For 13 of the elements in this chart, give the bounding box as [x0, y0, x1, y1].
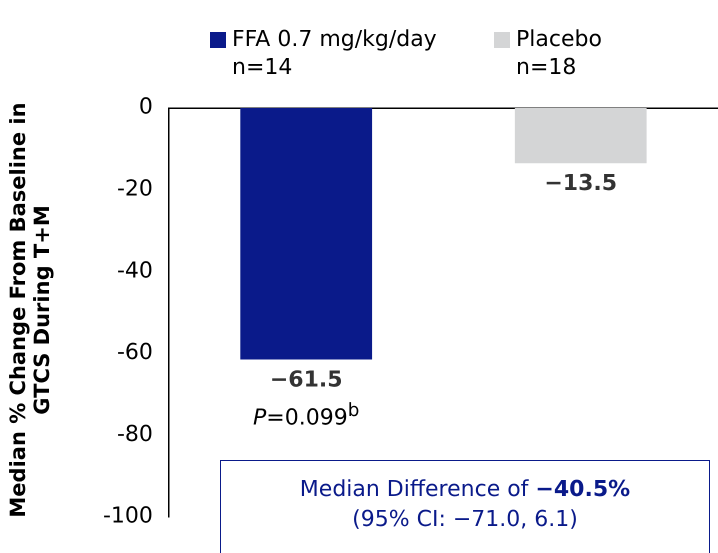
annotation: Median Difference of −40.5% (95% CI: −71.0, 6.1) — [220, 460, 710, 553]
y-tick-label: -60 — [116, 340, 153, 366]
y-tick-label: -20 — [116, 176, 153, 202]
legend-label: FFA 0.7 mg/kg/day n=14 — [232, 26, 438, 82]
y-tick-label: -80 — [116, 422, 153, 447]
y-tick-label: -100 — [102, 504, 153, 529]
y-tick-label: -40 — [116, 258, 153, 284]
data-label: −13.5 — [544, 170, 618, 196]
annotation: P=0.099$^{b}$ — [252, 400, 360, 430]
data-label: −61.5 — [270, 367, 343, 392]
y-tick-label: 0 — [138, 94, 153, 120]
legend-label: Placebo n=18 — [516, 26, 603, 82]
y-axis-title: Median % Change From Baseline in GTCS During T+M — [6, 101, 54, 520]
